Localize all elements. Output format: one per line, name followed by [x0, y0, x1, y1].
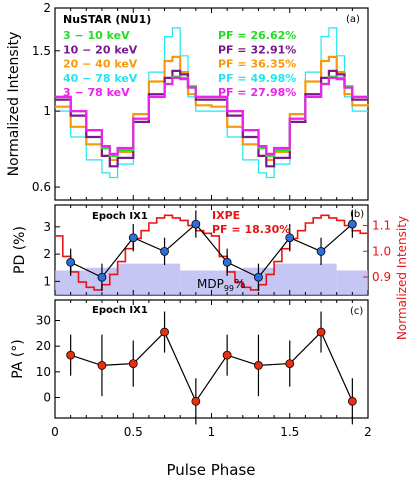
legend-pf-value: PF = 26.62% — [218, 29, 296, 42]
pa-point — [97, 361, 107, 370]
panel-c-label: (c) — [350, 306, 363, 317]
pa-point — [160, 327, 169, 337]
panel-b-y-tick-label: 2 — [43, 247, 51, 261]
panel-a-label: (a) — [346, 14, 360, 25]
x-tick-label: 1 — [208, 425, 216, 439]
pd-point — [316, 246, 326, 256]
panel-c-y-tick-label: 20 — [36, 339, 51, 353]
panel-a-y-tick-label: 2 — [43, 1, 51, 15]
panel-c-y-tick-label: 0 — [43, 390, 51, 404]
panel-a: 0.6 1 1.5 2 NuSTAR (NU1) (a) 3 − 10 keV PF =… — [6, 1, 370, 201]
mdp-bar — [117, 263, 149, 295]
panel-c-pa-points — [66, 311, 357, 425]
mdp-label: MDP99% — [197, 277, 245, 293]
panel-b-secondary-y-tick-label: 1.1 — [372, 219, 391, 233]
mdp-bar — [180, 270, 212, 295]
legend-entry: 40 − 78 keV — [63, 72, 138, 85]
panel-b-y-tick-label: 1 — [43, 274, 51, 288]
panel-c-y-tick-label: 30 — [36, 314, 51, 328]
ixpe-label: IXPE — [212, 209, 240, 222]
panel-b-y-axis-label: PD (%) — [12, 226, 28, 274]
panel-c-y-ticks: 0 10 20 30 — [36, 314, 60, 404]
legend-entry: 3 − 10 keV — [63, 29, 130, 42]
series-line — [55, 69, 368, 168]
x-tick-label: 1.5 — [280, 425, 299, 439]
x-axis-ticks: 0 0.5 1 1.5 2 — [51, 8, 372, 439]
pd-point — [128, 233, 138, 243]
pa-point — [347, 396, 357, 406]
mdp-bar — [336, 270, 368, 295]
ixpe-pf-label: PF = 18.30% — [212, 223, 290, 236]
panel-a-legend: 3 − 10 keV PF = 26.62% 10 − 20 keV PF = 32.… — [63, 29, 296, 99]
panel-b-secondary-y-tick-label: 0.9 — [372, 270, 391, 284]
pa-point — [191, 396, 201, 406]
panel-b-y-ticks: 1 2 3 — [43, 220, 60, 288]
panel-c-y-axis-label: PA (°) — [10, 339, 26, 379]
pa-point — [285, 359, 295, 369]
pa-point — [128, 359, 138, 369]
pa-point — [254, 361, 263, 370]
x-tick-label: 2 — [364, 425, 372, 439]
panel-b-secondary-y-axis-label: Normalized Intensity — [395, 216, 409, 340]
series-line — [55, 76, 368, 155]
panel-a-y-tick-label: 1.5 — [32, 44, 51, 58]
pa-point — [316, 327, 326, 337]
series-line — [55, 27, 368, 179]
ixpe-intensity-line — [55, 214, 369, 291]
mdp-bar — [148, 263, 181, 295]
panel-c: 0 10 20 30 0 0.5 1 1.5 2 Epoch IX1 (c) PA (°) P… — [10, 8, 372, 479]
pa-point — [66, 350, 76, 360]
pd-point — [191, 219, 201, 229]
mdp-bar — [274, 263, 306, 295]
mdp-bar — [305, 263, 337, 295]
panel-b-secondary-y-ticks: 0.9 1.0 1.1 — [363, 219, 391, 284]
panel-b-pd-points — [66, 210, 357, 291]
panel-b-epoch-label: Epoch IX1 — [92, 211, 148, 222]
legend-pf-value: PF = 36.35% — [218, 58, 296, 71]
pd-connector-line — [70, 223, 353, 279]
panel-c-y-tick-label: 10 — [36, 365, 51, 379]
panel-b: 1 2 3 0.9 1.0 1.1 Epoch IX1 (b) IXPE PF = 18… — [12, 204, 409, 340]
panel-b-label: (b) — [350, 209, 364, 220]
pa-point — [222, 350, 232, 360]
x-tick-label: 0 — [51, 425, 59, 439]
panel-b-y-tick-label: 3 — [43, 220, 51, 234]
legend-pf-value: PF = 27.98% — [218, 86, 296, 99]
panel-a-y-axis-label: Normalized Intensity — [6, 32, 22, 177]
legend-pf-value: PF = 32.91% — [218, 43, 296, 56]
pd-point — [222, 257, 232, 267]
pa-connector-line — [70, 331, 353, 403]
pd-point — [347, 219, 357, 229]
legend-entry: 20 − 40 keV — [63, 58, 138, 71]
x-axis-label: Pulse Phase — [166, 461, 255, 479]
panel-a-instrument-label: NuSTAR (NU1) — [63, 13, 151, 26]
panel-a-y-ticks: 0.6 1 1.5 2 — [32, 1, 60, 194]
pd-point — [160, 246, 169, 256]
pd-point — [285, 233, 295, 243]
legend-pf-value: PF = 49.98% — [218, 72, 296, 85]
panel-a-y-tick-label: 0.6 — [32, 180, 51, 194]
panel-b-ixpe-curve — [55, 214, 369, 291]
panel-c-epoch-label: Epoch IX1 — [92, 305, 148, 316]
series-line — [55, 55, 370, 161]
panel-a-y-tick-label: 1 — [43, 104, 51, 118]
legend-entry: 3 − 78 keV — [63, 86, 130, 99]
panel-b-secondary-y-tick-label: 1.0 — [372, 244, 391, 258]
pd-point — [97, 272, 107, 282]
x-tick-label: 0.5 — [124, 425, 143, 439]
pd-point — [66, 257, 76, 267]
pd-point — [254, 272, 263, 282]
legend-entry: 10 − 20 keV — [63, 43, 138, 56]
panel-a-series — [55, 27, 370, 179]
